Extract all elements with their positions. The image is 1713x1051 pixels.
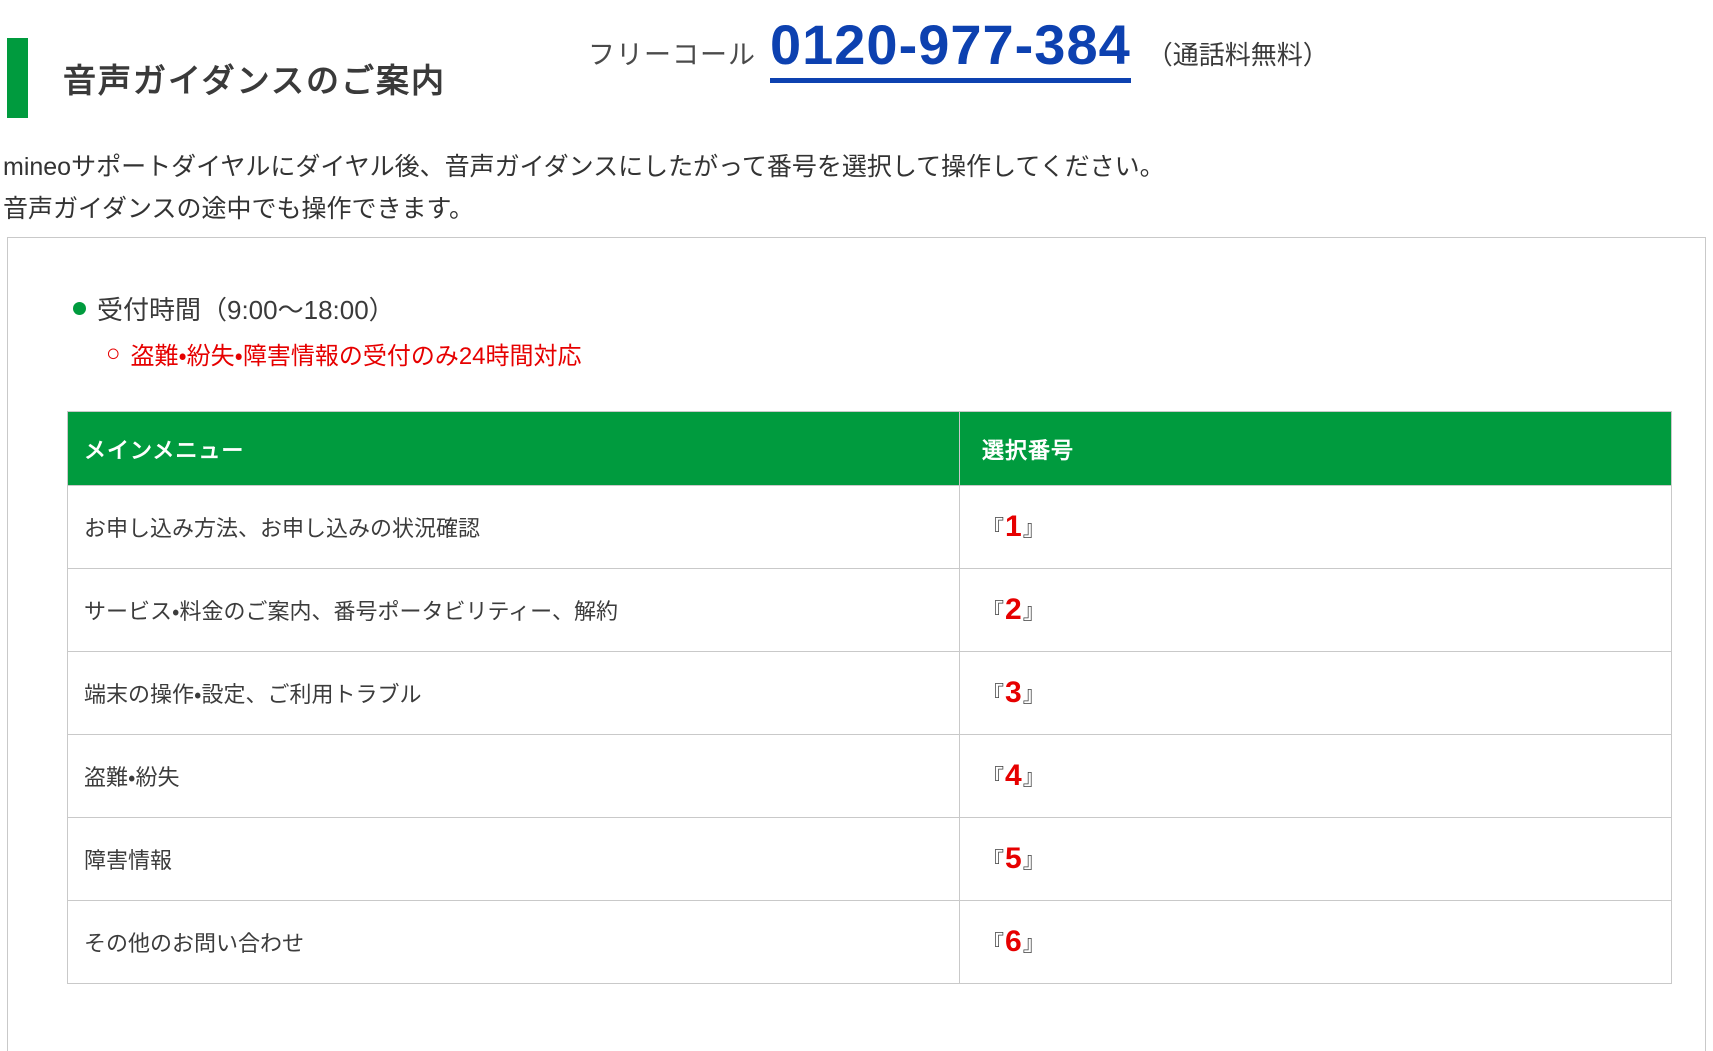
reception-hours-label: 受付時間（9:00〜18:00） [97, 295, 395, 325]
table-row: 端末の操作・設定、ご利用トラブル 『3』 [67, 651, 1672, 735]
circle-marker-icon: ○ [106, 339, 121, 367]
table-header-row: メインメニュー 選択番号 [67, 411, 1672, 486]
selection-number: 1 [1005, 510, 1022, 543]
menu-cell: 端末の操作・設定、ご利用トラブル [67, 651, 960, 735]
table-row: 盗難・紛失 『4』 [67, 734, 1672, 818]
bracket-close: 』 [1022, 516, 1045, 541]
menu-cell: その他のお問い合わせ [67, 900, 960, 984]
table-row: お申し込み方法、お申し込みの状況確認 『1』 [67, 485, 1672, 569]
intro-line-2: 音声ガイダンスの途中でも操作できます。 [3, 195, 475, 223]
table-row: その他のお問い合わせ 『6』 [67, 900, 1672, 984]
menu-cell: 障害情報 [67, 817, 960, 901]
bracket-close: 』 [1022, 931, 1045, 956]
number-cell: 『6』 [959, 900, 1672, 984]
menu-cell: お申し込み方法、お申し込みの状況確認 [67, 485, 960, 569]
voice-guidance-menu-table: メインメニュー 選択番号 お申し込み方法、お申し込みの状況確認 『1』 サービス… [67, 411, 1672, 984]
page-title: 音声ガイダンスのご案内 [63, 62, 447, 99]
24h-note: ○ 盗難・紛失・障害情報の受付のみ24時間対応 [106, 336, 582, 371]
section-accent-bar [7, 38, 28, 118]
guidance-info-panel: 受付時間（9:00〜18:00） ○ 盗難・紛失・障害情報の受付のみ24時間対応… [7, 237, 1706, 1051]
column-header-selection-number: 選択番号 [959, 411, 1672, 486]
24h-note-text: 盗難・紛失・障害情報の受付のみ24時間対応 [130, 343, 582, 370]
reception-hours: 受付時間（9:00〜18:00） [73, 290, 395, 327]
bracket-close: 』 [1022, 682, 1045, 707]
phone-number-link[interactable]: 0120-977-384 [770, 15, 1131, 83]
number-cell: 『1』 [959, 485, 1672, 569]
selection-number: 4 [1005, 759, 1022, 792]
column-header-main-menu: メインメニュー [67, 411, 960, 486]
bracket-close: 』 [1022, 765, 1045, 790]
bracket-open: 『 [982, 765, 1005, 790]
selection-number: 3 [1005, 676, 1022, 709]
bracket-open: 『 [982, 931, 1005, 956]
bracket-open: 『 [982, 848, 1005, 873]
intro-line-1: mineoサポートダイヤルにダイヤル後、音声ガイダンスにしたがって番号を選択して… [3, 153, 1165, 181]
number-cell: 『5』 [959, 817, 1672, 901]
menu-cell: 盗難・紛失 [67, 734, 960, 818]
bracket-open: 『 [982, 516, 1005, 541]
free-call-label: フリーコール [588, 40, 756, 70]
bracket-open: 『 [982, 682, 1005, 707]
green-bullet-icon [73, 302, 86, 315]
selection-number: 5 [1005, 842, 1022, 875]
bracket-open: 『 [982, 599, 1005, 624]
selection-number: 2 [1005, 593, 1022, 626]
free-call-block: フリーコール 0120-977-384 （通話料無料） [588, 15, 1329, 83]
number-cell: 『4』 [959, 734, 1672, 818]
selection-number: 6 [1005, 925, 1022, 958]
number-cell: 『3』 [959, 651, 1672, 735]
bracket-close: 』 [1022, 599, 1045, 624]
intro-paragraph: mineoサポートダイヤルにダイヤル後、音声ガイダンスにしたがって番号を選択して… [3, 146, 1165, 230]
bracket-close: 』 [1022, 848, 1045, 873]
toll-free-note: （通話料無料） [1146, 40, 1329, 70]
table-row: サービス・料金のご案内、番号ポータビリティー、解約 『2』 [67, 568, 1672, 652]
number-cell: 『2』 [959, 568, 1672, 652]
table-row: 障害情報 『5』 [67, 817, 1672, 901]
menu-cell: サービス・料金のご案内、番号ポータビリティー、解約 [67, 568, 960, 652]
